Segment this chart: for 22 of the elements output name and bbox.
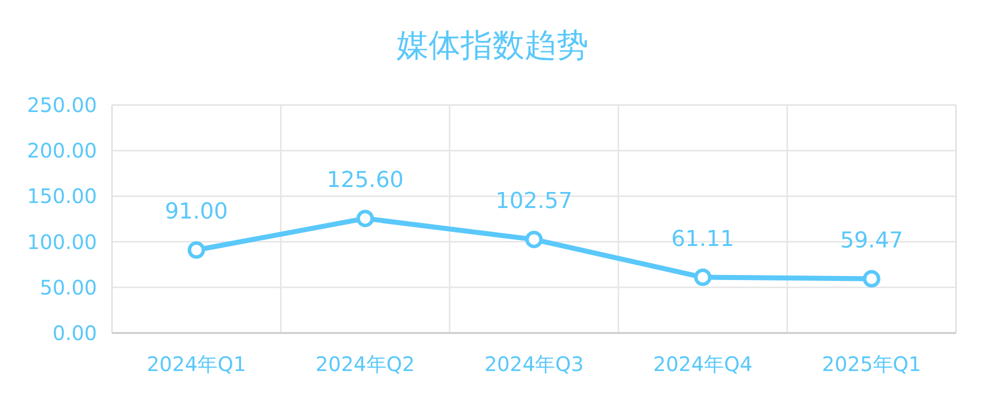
- data-label: 61.11: [671, 226, 734, 252]
- point: [525, 230, 543, 248]
- y-tick-label: 100.00: [27, 230, 97, 254]
- x-tick-label: 2025年Q1: [822, 352, 922, 376]
- point: [356, 210, 374, 228]
- point: [188, 241, 206, 259]
- data-label: 59.47: [840, 228, 904, 254]
- point: [862, 270, 880, 288]
- y-tick-label: 0.00: [52, 321, 97, 345]
- data-label: 125.60: [326, 168, 404, 193]
- x-tick-label: 2024年Q1: [146, 352, 246, 376]
- y-tick-label: 250.00: [27, 93, 97, 117]
- x-tick-label: 2024年Q2: [316, 352, 415, 376]
- x-tick-label: 2024年Q4: [653, 352, 752, 376]
- y-tick-label: 200.00: [27, 138, 97, 163]
- point: [694, 268, 712, 286]
- y-tick-label: 50.00: [40, 275, 97, 300]
- x-tick-label: 2024年Q3: [484, 352, 584, 376]
- data-label: 102.57: [496, 188, 572, 214]
- y-tick-label: 150.00: [27, 184, 97, 208]
- data-label: 91.00: [164, 200, 228, 225]
- chart-title: 媒体指数趋势: [396, 26, 588, 64]
